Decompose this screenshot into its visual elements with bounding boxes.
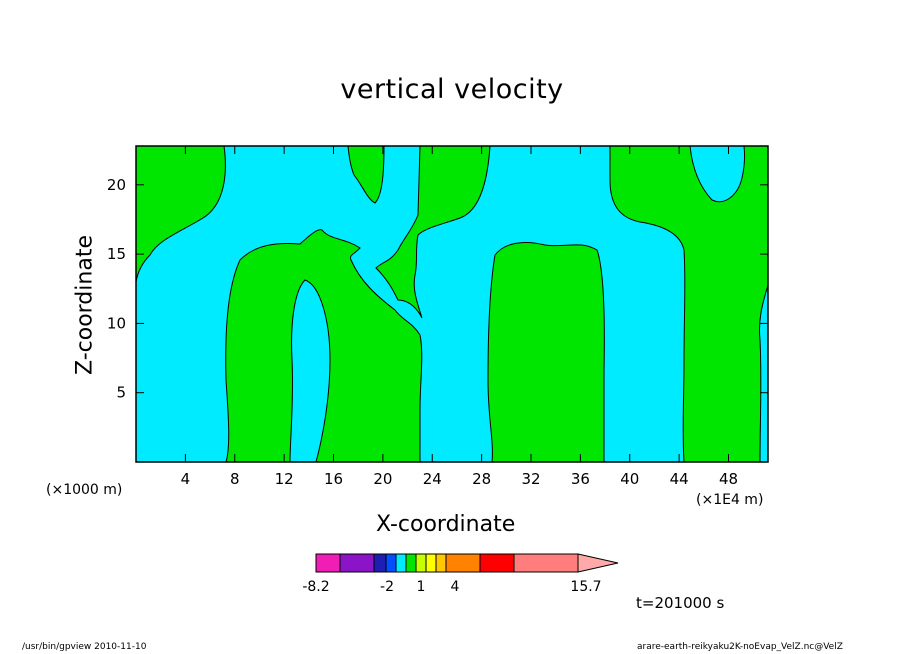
colorbar-segment — [339, 553, 375, 573]
x-unit-label: (×1000 m) — [46, 482, 123, 498]
x-tick-label: 20 — [373, 470, 392, 488]
positive-region-top-mid — [347, 145, 385, 204]
positive-region-center-left — [225, 229, 423, 463]
colorbar-segment — [373, 553, 387, 573]
x-tick-label: 24 — [423, 470, 442, 488]
colorbar-segment — [405, 553, 417, 573]
colorbar-segment — [479, 553, 515, 573]
x-axis: 4 8 12 16 20 24 28 32 36 40 44 48 — [181, 146, 738, 488]
x-tick-label: 4 — [181, 470, 191, 488]
footer-right-text: arare-earth-reikyaku2K-noEvap_VelZ.nc@Ve… — [637, 642, 843, 652]
x-multiplier-label: (×1E4 m) — [696, 492, 764, 508]
positive-region-mid-strip — [375, 145, 491, 319]
colorbar-tick-label: 4 — [451, 579, 460, 595]
x-tick-label: 8 — [230, 470, 240, 488]
colorbar-segment — [385, 553, 397, 573]
x-tick-label: 32 — [521, 470, 540, 488]
colorbar-segment — [435, 553, 447, 573]
x-tick-label: 44 — [670, 470, 689, 488]
colorbar-segment — [425, 553, 437, 573]
colorbar-segment — [415, 553, 427, 573]
footer-left-text: /usr/bin/gpview 2010-11-10 — [22, 642, 147, 652]
x-tick-label: 36 — [571, 470, 590, 488]
colorbar: -8.2 -2 1 4 15.7 — [302, 553, 619, 595]
colorbar-tick-label: 1 — [417, 579, 426, 595]
colorbar-segment — [315, 553, 341, 573]
y-tick-label: 10 — [107, 314, 126, 332]
y-tick-label: 5 — [116, 384, 126, 402]
colorbar-extension-arrow — [577, 553, 619, 573]
colorbar-tick-label: -2 — [380, 579, 394, 595]
x-tick-label: 40 — [620, 470, 639, 488]
y-axis: 5 10 15 20 — [107, 176, 768, 402]
x-tick-label: 12 — [275, 470, 294, 488]
colorbar-tick-label: 15.7 — [570, 579, 601, 595]
colorbar-segment — [395, 553, 407, 573]
plot-frame — [135, 145, 769, 463]
colorbar-segment — [445, 553, 481, 573]
colorbar-tick-label: -8.2 — [302, 579, 329, 595]
x-tick-label: 48 — [719, 470, 738, 488]
y-tick-label: 15 — [107, 245, 126, 263]
x-tick-label: 28 — [472, 470, 491, 488]
x-tick-label: 16 — [324, 470, 343, 488]
y-axis-label: Z-coordinate — [72, 235, 98, 375]
colorbar-segment — [513, 553, 579, 573]
time-label: t=201000 s — [636, 594, 725, 612]
chart-title: vertical velocity — [340, 74, 564, 105]
x-axis-label: X-coordinate — [376, 512, 516, 537]
y-tick-label: 20 — [107, 176, 126, 194]
positive-region-right — [609, 145, 769, 463]
positive-region-top-left — [135, 145, 226, 283]
positive-region-center-right — [487, 242, 605, 463]
